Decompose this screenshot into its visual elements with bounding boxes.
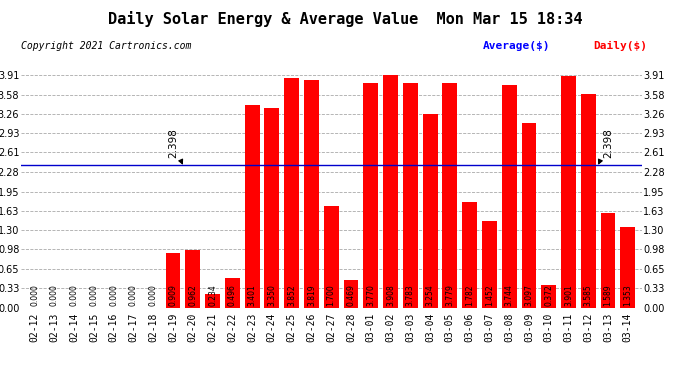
Bar: [245, 105, 259, 308]
Text: Average($): Average($): [483, 41, 551, 51]
Text: 3.585: 3.585: [584, 285, 593, 306]
Text: 3.254: 3.254: [426, 285, 435, 306]
Text: 1.782: 1.782: [465, 285, 474, 306]
Text: Daily Solar Energy & Average Value  Mon Mar 15 18:34: Daily Solar Energy & Average Value Mon M…: [108, 11, 582, 27]
Text: 0.000: 0.000: [149, 284, 158, 306]
Text: 0.000: 0.000: [90, 284, 99, 306]
Bar: [284, 78, 299, 308]
Bar: [561, 75, 576, 308]
Bar: [166, 254, 180, 308]
Text: 0.000: 0.000: [30, 284, 39, 306]
Text: 3.350: 3.350: [267, 284, 277, 306]
Text: 3.770: 3.770: [366, 284, 375, 306]
Text: 2.398: 2.398: [598, 128, 613, 164]
Bar: [383, 75, 398, 307]
Text: 1.589: 1.589: [604, 285, 613, 306]
Text: 3.908: 3.908: [386, 285, 395, 306]
Bar: [264, 108, 279, 307]
Bar: [462, 201, 477, 308]
Text: 0.909: 0.909: [168, 284, 177, 306]
Text: 0.000: 0.000: [50, 284, 59, 306]
Text: Daily($): Daily($): [593, 41, 647, 51]
Text: 1.452: 1.452: [485, 285, 494, 306]
Bar: [601, 213, 615, 308]
Bar: [225, 278, 239, 308]
Bar: [304, 80, 319, 308]
Bar: [364, 83, 378, 308]
Bar: [423, 114, 437, 308]
Text: 2.398: 2.398: [168, 128, 183, 164]
Text: 3.852: 3.852: [287, 285, 296, 306]
Bar: [581, 94, 595, 308]
Text: Copyright 2021 Cartronics.com: Copyright 2021 Cartronics.com: [21, 41, 191, 51]
Text: 3.819: 3.819: [307, 285, 316, 306]
Bar: [344, 280, 358, 308]
Text: 1.353: 1.353: [623, 285, 632, 306]
Text: 0.000: 0.000: [109, 284, 118, 306]
Text: 0.962: 0.962: [188, 285, 197, 306]
Bar: [205, 294, 220, 308]
Text: 0.372: 0.372: [544, 285, 553, 306]
Bar: [403, 82, 417, 308]
Bar: [482, 221, 497, 308]
Text: 0.234: 0.234: [208, 285, 217, 306]
Text: 3.783: 3.783: [406, 285, 415, 306]
Text: 0.000: 0.000: [129, 284, 138, 306]
Text: 0.000: 0.000: [70, 284, 79, 306]
Bar: [522, 123, 536, 308]
Bar: [502, 85, 517, 308]
Bar: [542, 285, 556, 308]
Text: 0.469: 0.469: [346, 284, 355, 306]
Text: 3.901: 3.901: [564, 285, 573, 306]
Bar: [324, 206, 339, 308]
Text: 3.097: 3.097: [524, 284, 533, 306]
Text: 3.401: 3.401: [248, 285, 257, 306]
Text: 3.779: 3.779: [445, 284, 454, 306]
Bar: [442, 83, 457, 308]
Bar: [620, 227, 635, 308]
Text: 1.700: 1.700: [326, 285, 336, 306]
Bar: [186, 250, 200, 307]
Text: 0.496: 0.496: [228, 284, 237, 306]
Text: 3.744: 3.744: [504, 284, 513, 306]
